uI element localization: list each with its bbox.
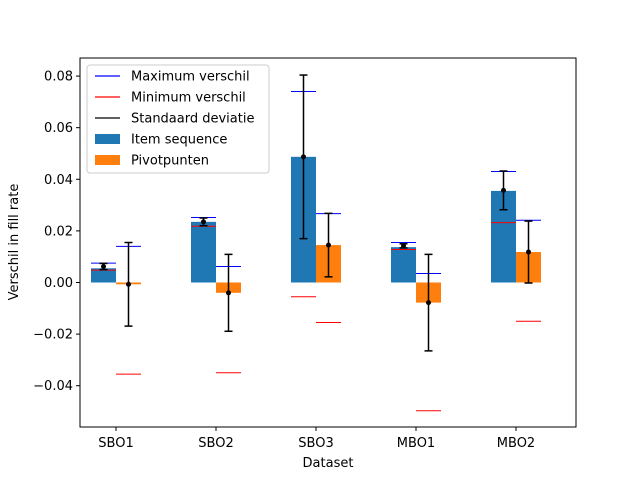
legend-label-minimum-verschil: Minimum verschil (131, 91, 246, 106)
x-axis-label: Dataset (303, 456, 354, 471)
x-tick-label: MBO2 (497, 436, 535, 451)
mean-point-pivotpunten-MBO1 (426, 300, 431, 306)
axes-frame (79, 57, 577, 428)
mean-point-item-sequence-SBO3 (301, 154, 306, 160)
x-tick-label: SBO1 (98, 436, 133, 451)
mean-point-item-sequence-MBO1 (401, 243, 406, 249)
mean-point-pivotpunten-SBO2 (226, 290, 231, 296)
y-axis-label: Verschil in fill rate (7, 184, 22, 301)
mean-point-pivotpunten-SBO3 (326, 242, 331, 248)
bar-item-sequence-SBO1 (91, 268, 116, 283)
legend-label-standaard-deviatie: Standaard deviatie (131, 112, 254, 127)
mean-point-item-sequence-SBO2 (201, 219, 206, 225)
x-tick-label: SBO2 (198, 436, 233, 451)
y-tick-label: 0.06 (44, 121, 73, 136)
y-tick-label: −0.02 (33, 328, 73, 343)
x-tick-label: MBO1 (397, 436, 435, 451)
mean-point-pivotpunten-MBO2 (526, 249, 531, 255)
legend-swatch-item-sequence (95, 134, 120, 144)
mean-point-pivotpunten-SBO1 (126, 281, 131, 287)
y-tick-label: 0.02 (44, 224, 73, 239)
legend-swatch-pivotpunten (95, 155, 120, 165)
bar-item-sequence-SBO2 (191, 221, 216, 283)
mean-point-item-sequence-SBO1 (101, 263, 106, 269)
mean-point-item-sequence-MBO2 (501, 187, 506, 193)
y-tick-label: −0.04 (33, 379, 73, 394)
bar-item-sequence-MBO1 (391, 247, 416, 283)
x-tick-label: SBO3 (298, 436, 333, 451)
y-tick-label: 0.00 (44, 276, 73, 291)
legend-label-maximum-verschil: Maximum verschil (131, 70, 250, 85)
axes: −0.04 −0.02 0.00 0.02 0.04 0.06 0.08 SBO1 SBO2 SB… (33, 70, 535, 451)
legend-box (86, 64, 270, 174)
legend-label-pivotpunten: Pivotpunten (131, 154, 209, 169)
y-tick-label: 0.04 (44, 173, 73, 188)
y-tick-label: 0.08 (44, 70, 73, 85)
legend-label-item-sequence: Item sequence (131, 133, 227, 148)
plot-area (91, 74, 541, 412)
legend: Maximum verschil Minimum verschil Standaar… (86, 64, 270, 174)
